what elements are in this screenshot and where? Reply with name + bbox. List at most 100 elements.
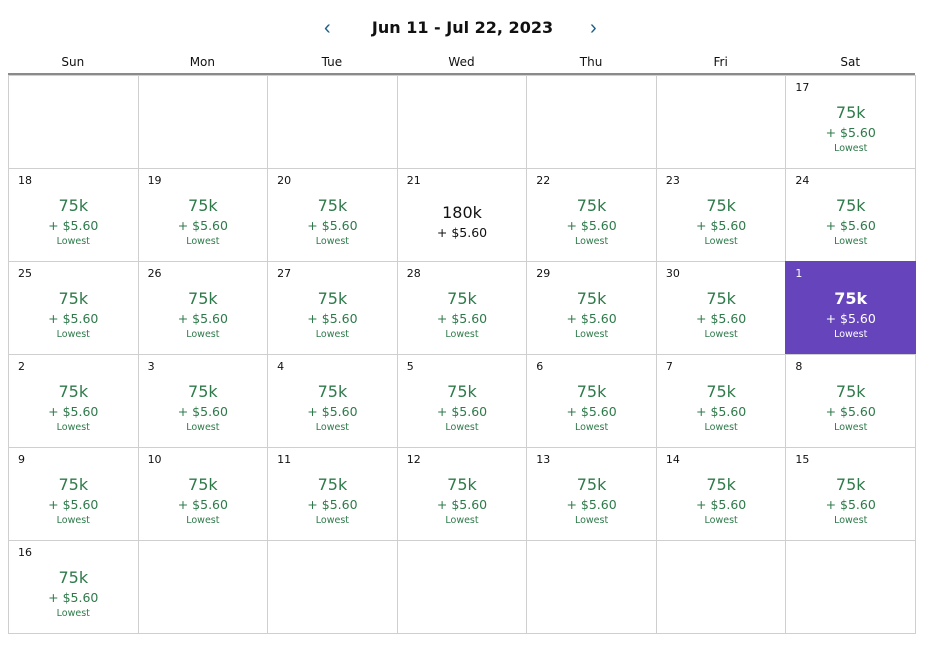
day-cell[interactable]: 14 75k + $5.60 Lowest [655, 447, 787, 541]
points-price: 75k [835, 196, 866, 215]
day-cell[interactable]: 5 75k + $5.60 Lowest [396, 354, 528, 448]
lowest-badge: Lowest [704, 422, 738, 433]
lowest-badge: Lowest [574, 422, 609, 433]
points-price: 75k [58, 568, 89, 587]
day-number: 28 [406, 267, 421, 280]
lowest-badge: Lowest [56, 329, 90, 340]
points-price: 75k [706, 196, 736, 215]
day-of-week-header: Sun Mon Tue Wed Thu Fri Sat [8, 55, 915, 76]
day-cell[interactable]: 9 75k + $5.60 Lowest [8, 447, 139, 541]
lowest-badge: Lowest [186, 236, 220, 247]
day-number: 23 [665, 174, 680, 187]
day-number: 18 [18, 174, 32, 187]
day-cell[interactable]: 10 75k + $5.60 Lowest [137, 447, 269, 541]
cash-fee: + $5.60 [436, 404, 488, 419]
day-cell[interactable]: 21 180k + $5.60 [396, 168, 528, 262]
points-price: 75k [188, 475, 218, 494]
lowest-badge: Lowest [186, 515, 220, 526]
empty-cell [396, 75, 528, 169]
day-cell[interactable]: 1 75k + $5.60 Lowest [785, 261, 916, 355]
lowest-badge: Lowest [186, 329, 220, 340]
points-price: 75k [317, 382, 348, 401]
day-cell[interactable]: 4 75k + $5.60 Lowest [267, 354, 398, 448]
cash-fee: + $5.60 [436, 225, 488, 240]
day-cell[interactable]: 16 75k + $5.60 Lowest [8, 540, 139, 634]
cash-fee: + $5.60 [307, 218, 358, 233]
day-cell[interactable]: 2 75k + $5.60 Lowest [8, 354, 139, 448]
points-price: 75k [58, 382, 89, 401]
day-cell[interactable]: 22 75k + $5.60 Lowest [526, 168, 657, 262]
empty-cell [655, 75, 787, 169]
cash-fee: + $5.60 [177, 404, 228, 419]
day-cell[interactable]: 17 75k + $5.60 Lowest [785, 75, 916, 169]
day-cell[interactable]: 23 75k + $5.60 Lowest [655, 168, 787, 262]
cash-fee: + $5.60 [48, 497, 99, 512]
empty-cell [137, 75, 269, 169]
day-number: 6 [536, 360, 544, 373]
day-number: 11 [277, 453, 292, 466]
cash-fee: + $5.60 [566, 404, 617, 419]
day-cell[interactable]: 25 75k + $5.60 Lowest [8, 261, 139, 355]
day-of-week-thu: Thu [579, 55, 603, 69]
chevron-right-icon: › [590, 17, 597, 39]
cash-fee: + $5.60 [825, 404, 876, 419]
day-cell[interactable]: 24 75k + $5.60 Lowest [785, 168, 916, 262]
day-cell[interactable]: 20 75k + $5.60 Lowest [267, 168, 398, 262]
lowest-badge: Lowest [834, 422, 868, 433]
day-cell[interactable]: 3 75k + $5.60 Lowest [137, 354, 269, 448]
prev-month-button[interactable]: ‹ [318, 16, 337, 41]
cash-fee: + $5.60 [566, 311, 617, 326]
lowest-badge: Lowest [186, 422, 220, 433]
cash-fee: + $5.60 [566, 218, 617, 233]
day-number: 24 [795, 174, 810, 187]
day-number: 16 [18, 546, 32, 559]
lowest-badge: Lowest [834, 329, 868, 340]
day-number: 22 [536, 174, 551, 187]
cash-fee: + $5.60 [696, 497, 747, 512]
next-month-button[interactable]: › [584, 16, 603, 41]
cash-fee: + $5.60 [825, 218, 876, 233]
day-cell[interactable]: 12 75k + $5.60 Lowest [396, 447, 528, 541]
lowest-badge: Lowest [445, 515, 479, 526]
lowest-badge: Lowest [445, 422, 479, 433]
day-cell[interactable]: 15 75k + $5.60 Lowest [785, 447, 916, 541]
day-cell[interactable]: 6 75k + $5.60 Lowest [526, 354, 657, 448]
day-number: 2 [18, 360, 25, 373]
points-price: 75k [576, 196, 607, 215]
day-cell[interactable]: 26 75k + $5.60 Lowest [137, 261, 269, 355]
empty-cell [785, 540, 916, 634]
lowest-badge: Lowest [704, 515, 738, 526]
day-cell[interactable]: 8 75k + $5.60 Lowest [785, 354, 916, 448]
cash-fee: + $5.60 [566, 497, 617, 512]
cash-fee: + $5.60 [436, 497, 488, 512]
lowest-badge: Lowest [704, 236, 738, 247]
date-range-title: Jun 11 - Jul 22, 2023 [371, 18, 554, 37]
points-price: 75k [447, 289, 477, 308]
lowest-badge: Lowest [834, 515, 868, 526]
lowest-badge: Lowest [704, 329, 738, 340]
points-price: 75k [188, 196, 218, 215]
empty-cell [267, 540, 398, 634]
day-cell[interactable]: 27 75k + $5.60 Lowest [267, 261, 398, 355]
day-number: 4 [277, 360, 285, 373]
cash-fee: + $5.60 [177, 497, 228, 512]
lowest-badge: Lowest [56, 422, 90, 433]
day-cell[interactable]: 29 75k + $5.60 Lowest [526, 261, 657, 355]
day-cell[interactable]: 18 75k + $5.60 Lowest [8, 168, 139, 262]
day-cell[interactable]: 13 75k + $5.60 Lowest [526, 447, 657, 541]
lowest-badge: Lowest [834, 143, 868, 154]
day-number: 7 [665, 360, 673, 373]
lowest-badge: Lowest [315, 515, 350, 526]
day-number: 26 [147, 267, 162, 280]
lowest-badge: Lowest [315, 329, 350, 340]
empty-cell [526, 75, 657, 169]
day-cell[interactable]: 11 75k + $5.60 Lowest [267, 447, 398, 541]
day-cell[interactable]: 19 75k + $5.60 Lowest [137, 168, 269, 262]
day-cell[interactable]: 30 75k + $5.60 Lowest [655, 261, 787, 355]
chevron-left-icon: ‹ [324, 17, 331, 39]
empty-cell [267, 75, 398, 169]
day-cell[interactable]: 7 75k + $5.60 Lowest [655, 354, 787, 448]
lowest-badge: Lowest [315, 236, 350, 247]
day-cell[interactable]: 28 75k + $5.60 Lowest [396, 261, 528, 355]
points-price: 75k [706, 475, 736, 494]
